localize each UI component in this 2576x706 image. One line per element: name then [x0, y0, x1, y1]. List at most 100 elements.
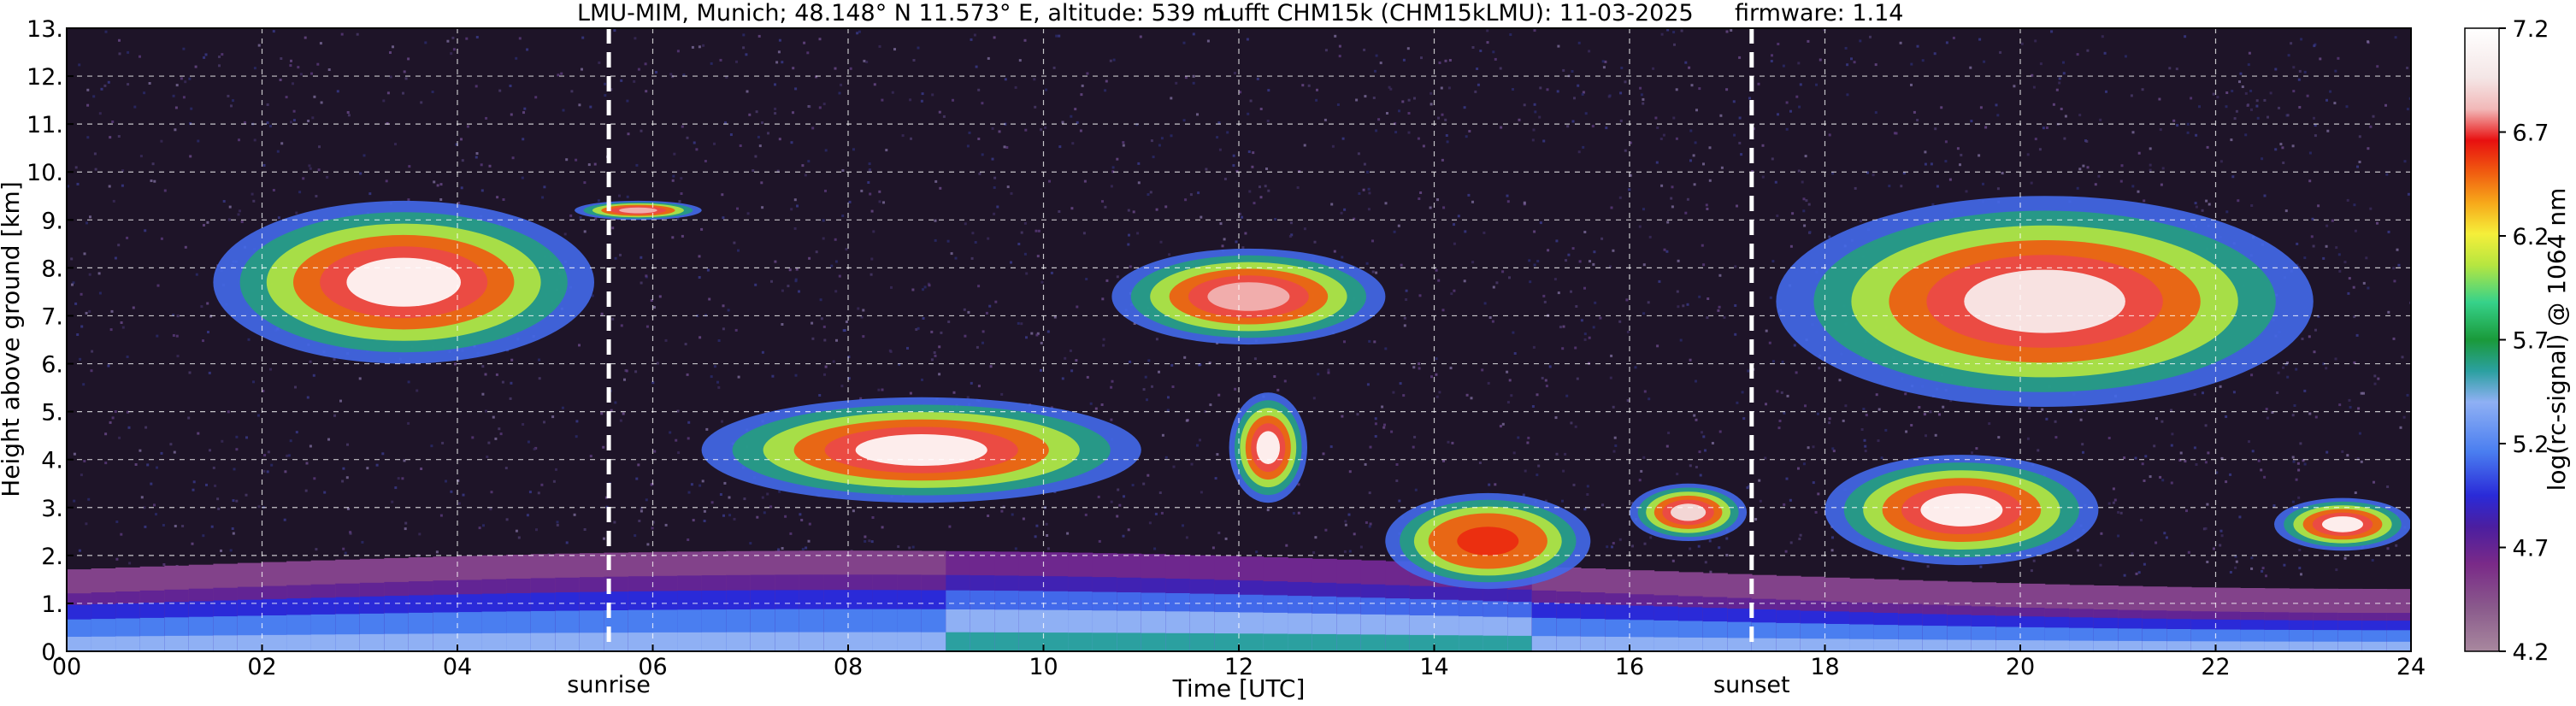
noise-speck	[1040, 280, 1044, 284]
noise-speck	[418, 532, 421, 536]
noise-speck	[319, 42, 322, 45]
noise-speck	[78, 63, 81, 67]
noise-speck	[1463, 279, 1466, 283]
noise-speck	[2204, 424, 2208, 427]
noise-speck	[1164, 456, 1168, 459]
noise-speck	[1375, 54, 1378, 57]
noise-speck	[1123, 495, 1125, 498]
noise-speck	[1701, 244, 1704, 247]
boundary-layer-cell	[237, 635, 263, 651]
noise-speck	[2311, 217, 2314, 221]
noise-speck	[182, 47, 186, 50]
noise-speck	[964, 222, 967, 226]
noise-speck	[2086, 166, 2090, 169]
noise-speck	[640, 507, 643, 510]
noise-speck	[174, 525, 177, 527]
noise-speck	[535, 528, 538, 532]
noise-speck	[2274, 148, 2278, 151]
noise-speck	[132, 306, 135, 309]
noise-speck	[1676, 473, 1679, 476]
noise-speck	[1208, 362, 1211, 365]
boundary-layer-cell	[1995, 640, 2021, 651]
noise-speck	[1499, 425, 1502, 428]
noise-speck	[1725, 537, 1729, 540]
noise-speck	[1453, 242, 1456, 245]
noise-speck	[1442, 206, 1446, 209]
noise-speck	[98, 291, 102, 295]
noise-speck	[120, 532, 123, 536]
noise-speck	[1804, 404, 1807, 408]
noise-speck	[934, 354, 937, 357]
noise-speck	[394, 486, 398, 490]
noise-speck	[218, 64, 221, 68]
noise-speck	[1741, 391, 1744, 394]
boundary-layer-cell	[1018, 632, 1045, 651]
noise-speck	[1045, 522, 1048, 526]
noise-speck	[911, 288, 915, 291]
noise-speck	[1085, 278, 1088, 280]
noise-speck	[978, 172, 981, 175]
noise-speck	[1901, 567, 1905, 570]
x-tick-label: 02	[247, 654, 276, 680]
noise-speck	[1453, 289, 1456, 292]
noise-speck	[557, 74, 560, 77]
noise-speck	[1343, 340, 1346, 344]
noise-speck	[2352, 285, 2355, 289]
noise-speck	[1534, 110, 1537, 114]
noise-speck	[862, 309, 865, 312]
noise-speck	[1979, 106, 1983, 109]
noise-speck	[1474, 90, 1477, 93]
noise-speck	[1831, 172, 1835, 175]
noise-speck	[852, 509, 855, 513]
noise-speck	[1571, 247, 1575, 250]
noise-speck	[699, 484, 702, 487]
noise-speck	[1556, 90, 1559, 93]
noise-speck	[1665, 444, 1669, 448]
noise-speck	[834, 290, 838, 293]
noise-speck	[1850, 57, 1853, 61]
noise-speck	[728, 496, 731, 499]
noise-speck	[1217, 393, 1221, 397]
noise-speck	[1924, 150, 1927, 154]
noise-speck	[798, 290, 800, 293]
noise-speck	[1217, 121, 1221, 125]
noise-speck	[235, 499, 239, 503]
noise-speck	[1407, 112, 1411, 115]
noise-speck	[526, 48, 529, 51]
noise-speck	[2202, 527, 2206, 531]
y-tick-label: 2.	[41, 544, 63, 570]
noise-speck	[1182, 119, 1186, 122]
noise-speck	[2267, 115, 2269, 119]
noise-speck	[114, 410, 117, 414]
noise-speck	[611, 227, 615, 230]
noise-speck	[189, 155, 192, 158]
noise-speck	[1711, 442, 1714, 444]
noise-speck	[2338, 403, 2342, 407]
noise-speck	[2272, 504, 2276, 508]
noise-speck	[781, 61, 784, 64]
noise-speck	[346, 507, 350, 510]
noise-speck	[681, 125, 684, 128]
noise-speck	[313, 95, 316, 98]
noise-speck	[1334, 34, 1337, 38]
noise-speck	[1642, 456, 1646, 459]
noise-speck	[2282, 162, 2285, 164]
noise-speck	[2054, 420, 2057, 423]
noise-speck	[1368, 191, 1371, 195]
noise-speck	[1131, 484, 1135, 487]
noise-speck	[2131, 185, 2135, 188]
noise-speck	[1467, 193, 1471, 197]
noise-speck	[1044, 126, 1047, 129]
noise-speck	[227, 94, 230, 97]
noise-speck	[1736, 401, 1739, 404]
noise-speck	[489, 508, 492, 511]
noise-speck	[2050, 30, 2054, 33]
noise-speck	[126, 356, 129, 358]
colorbar-ticks: 4.24.75.25.76.26.77.2	[2499, 16, 2549, 666]
noise-speck	[256, 414, 260, 417]
noise-speck	[257, 44, 261, 47]
noise-speck	[435, 550, 439, 554]
noise-speck	[613, 521, 616, 524]
noise-speck	[1296, 186, 1300, 189]
noise-speck	[1910, 62, 1913, 66]
